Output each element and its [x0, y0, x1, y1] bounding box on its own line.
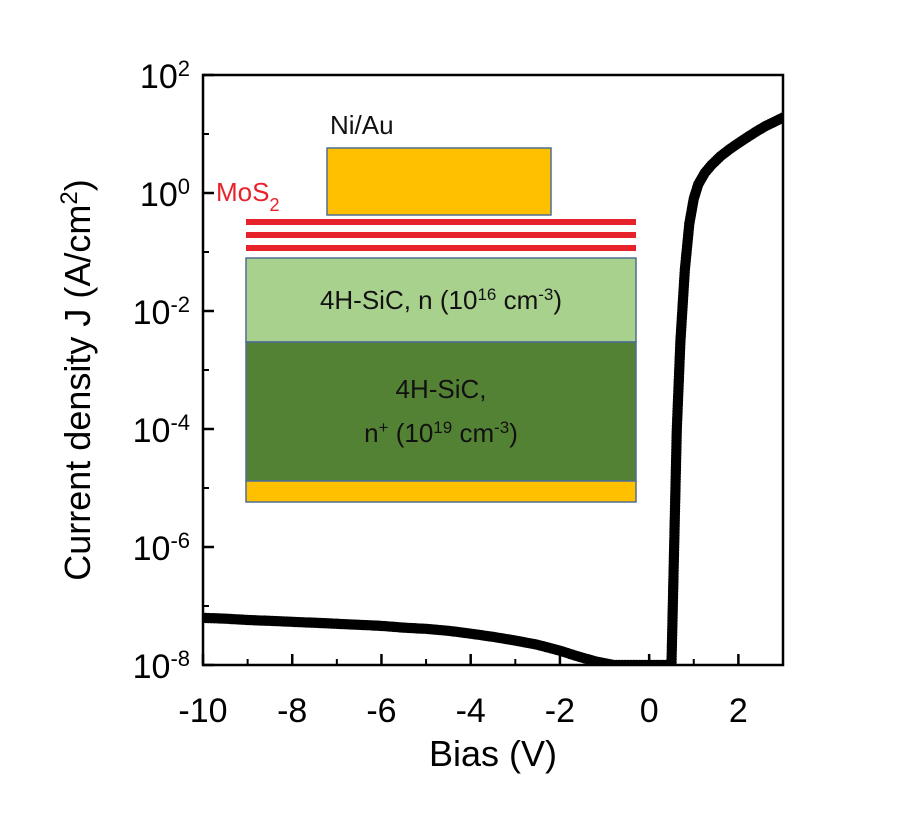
data-point-0-377: [777, 112, 783, 123]
x-tick-label-3: -4: [456, 692, 486, 730]
x-tick-label-5: 0: [640, 692, 659, 730]
x-axis-title: Bias (V): [429, 733, 557, 774]
top-contact: [326, 147, 552, 216]
y-tick-label-4: 10-6: [133, 528, 190, 569]
x-tick-label-4: -2: [545, 692, 575, 730]
x-tick-label-0: -10: [178, 692, 227, 730]
y-tick-label-1: 100: [140, 174, 190, 215]
nplus-sic-label-line1: 4H-SiC,: [395, 374, 486, 404]
mos2-layer-1: [246, 219, 636, 225]
mos2-layer-3: [246, 245, 636, 251]
n-sic-layer: [245, 257, 637, 343]
contact-label: Ni/Au: [330, 110, 394, 140]
bottom-contact: [245, 480, 637, 503]
nplus-sic-layer: [245, 341, 637, 482]
x-axis-ticks: -10 -8 -6 -4 -2 0 2: [178, 654, 748, 730]
y-tick-label-2: 10-2: [133, 292, 190, 333]
y-tick-label-3: 10-4: [133, 410, 190, 451]
mos2-layer-2: [246, 232, 636, 238]
y-axis-title: Current density J (A/cm2): [56, 179, 99, 580]
data-points: [203, 112, 783, 665]
mos2-label: MoS2: [216, 177, 279, 215]
y-tick-label-0: 102: [140, 56, 190, 97]
x-tick-label-1: -8: [277, 692, 307, 730]
y-tick-label-5: 10-8: [133, 646, 190, 687]
x-tick-label-2: -6: [366, 692, 396, 730]
n-sic-label: 4H-SiC, n (1016 cm-3): [320, 285, 562, 316]
y-axis-ticks: 102 100 10-2 10-4 10-6 10-8: [133, 56, 214, 687]
nplus-sic-label-line2: n+ (1019 cm-3): [364, 418, 518, 449]
x-tick-label-6: 2: [729, 692, 748, 730]
device-inset: Ni/Au MoS2 4H-SiC, n (1016 cm-3) 4H-SiC,…: [216, 110, 637, 503]
